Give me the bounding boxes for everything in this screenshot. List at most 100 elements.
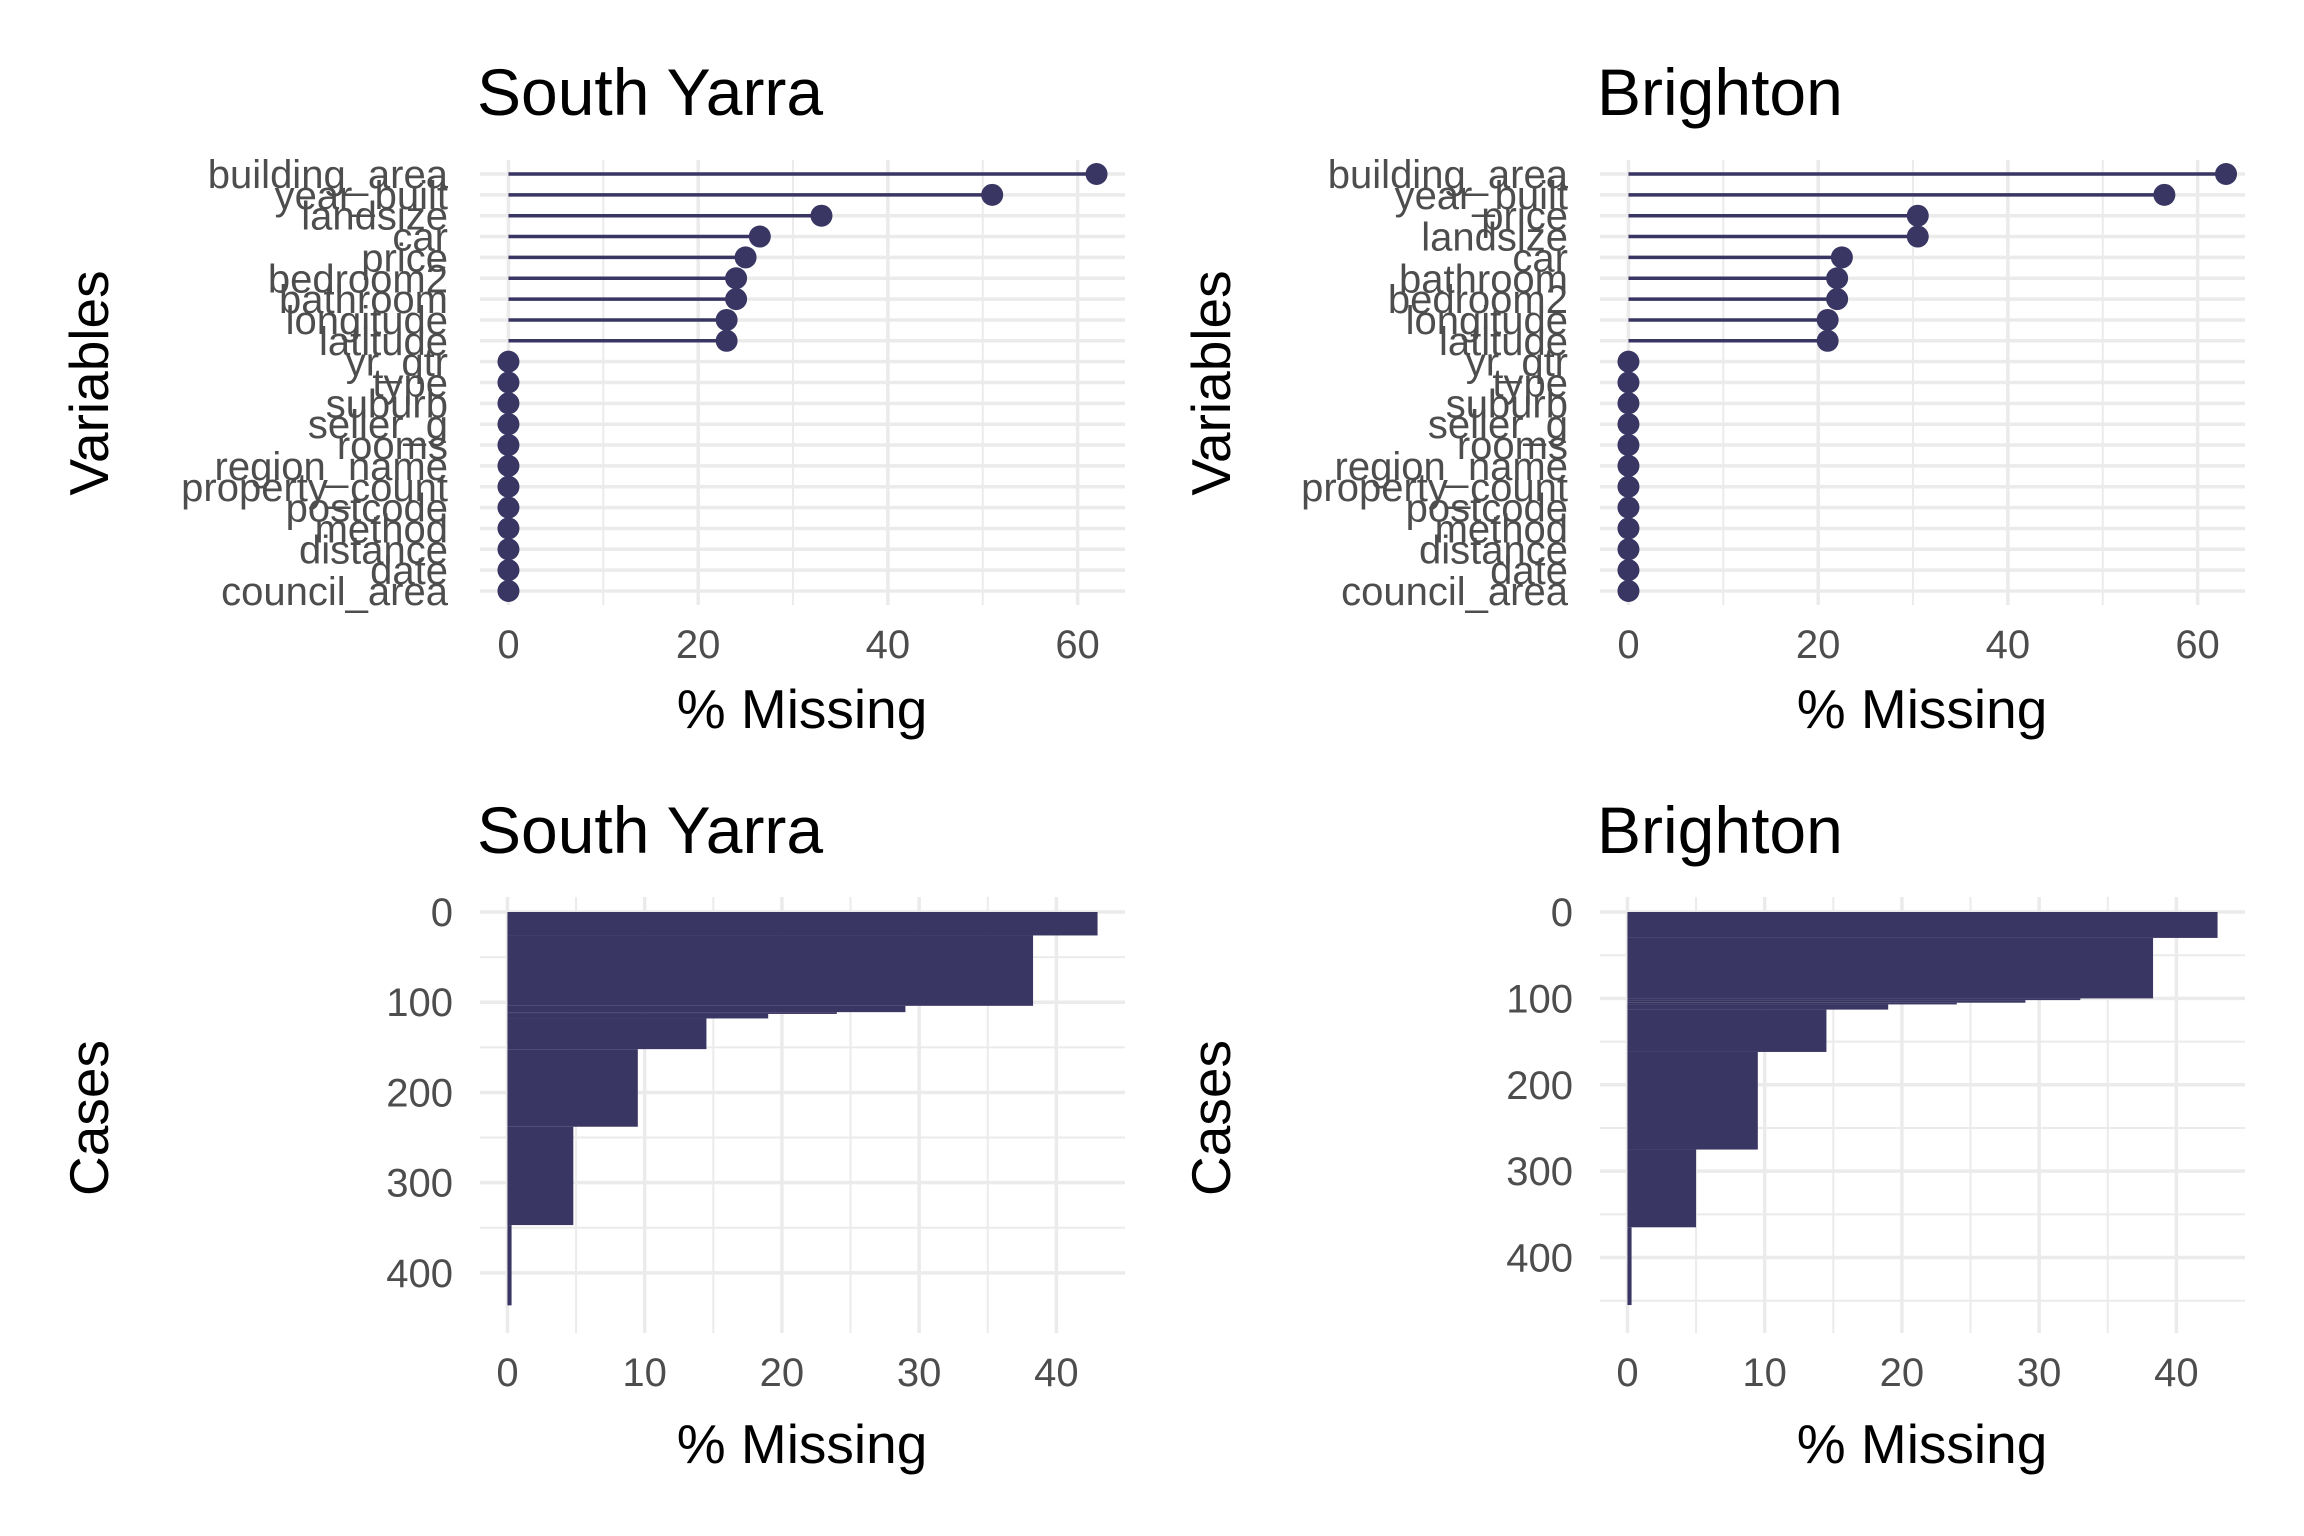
- y-tick-label: longitude: [286, 299, 448, 343]
- lollipop-point: [725, 267, 748, 290]
- lollipop-point: [497, 454, 520, 477]
- lollipop-point: [497, 392, 520, 415]
- y-tick-label: latitude: [1439, 320, 1568, 364]
- y-tick-label: 0: [1551, 891, 1573, 935]
- x-tick-label: 40: [2154, 1351, 2199, 1395]
- y-tick-label: 100: [386, 981, 453, 1025]
- x-tick-label: 20: [760, 1351, 805, 1395]
- lollipop-point: [2153, 183, 2176, 206]
- y-tick-label: suburb: [1446, 382, 1568, 426]
- y-tick-label: council_area: [221, 570, 449, 614]
- lollipop-point: [734, 246, 757, 269]
- y-tick-label: year_built: [1395, 174, 1568, 218]
- y-axis-title: Cases: [1180, 1040, 1242, 1196]
- y-tick-label: price: [1481, 195, 1568, 239]
- y-tick-label: method: [1435, 507, 1568, 551]
- chart-title: Brighton: [1597, 793, 1843, 867]
- y-tick-label: bathroom: [279, 278, 448, 322]
- y-tick-label: method: [315, 507, 448, 551]
- lollipop-point: [497, 496, 520, 519]
- chart-title: South Yarra: [477, 55, 823, 129]
- lollipop-point: [981, 183, 1004, 206]
- lollipop-point: [1826, 288, 1849, 311]
- y-tick-label: year_built: [275, 174, 448, 218]
- x-tick-label: 20: [676, 623, 721, 667]
- y-tick-label: bedroom2: [1388, 278, 1568, 322]
- x-tick-label: 10: [1742, 1351, 1787, 1395]
- x-axis-title: % Missing: [1797, 678, 2048, 740]
- lollipop-point: [1617, 371, 1640, 394]
- lollipop-point: [725, 288, 748, 311]
- bar: [507, 935, 1034, 1006]
- y-tick-label: 400: [386, 1252, 453, 1296]
- x-tick-label: 20: [1796, 623, 1841, 667]
- y-tick-label: car: [1512, 236, 1568, 280]
- y-tick-label: bedroom2: [268, 257, 448, 301]
- lollipop-point: [1617, 392, 1640, 415]
- x-tick-label: 40: [1034, 1351, 1079, 1395]
- y-tick-label: rooms: [337, 424, 448, 468]
- y-tick-label: 200: [386, 1071, 453, 1115]
- lollipop-point: [497, 538, 520, 561]
- y-axis-title: Variables: [1180, 270, 1242, 495]
- y-tick-label: seller_g: [308, 403, 448, 447]
- y-tick-label: date: [370, 549, 448, 593]
- y-tick-label: type: [372, 362, 448, 406]
- bar: [507, 1005, 906, 1013]
- x-tick-label: 30: [2017, 1351, 2062, 1395]
- lollipop-point: [810, 204, 833, 227]
- lollipop-point: [1085, 163, 1108, 185]
- y-tick-label: postcode: [286, 487, 448, 531]
- x-tick-label: 0: [496, 1351, 518, 1395]
- panel-2: Brighton % Missing Variables 0 20 40 60 buildin…: [1180, 55, 2245, 740]
- bar: [1627, 1149, 1697, 1228]
- lollipop-point: [1816, 308, 1839, 331]
- y-tick-label: landsize: [1421, 216, 1568, 260]
- y-axis-title: Cases: [58, 1040, 120, 1196]
- lollipop-point: [1617, 538, 1640, 561]
- lollipop-point: [715, 329, 738, 352]
- gridlines: [480, 160, 1125, 605]
- bar: [1627, 937, 2154, 999]
- lollipop-point: [497, 371, 520, 394]
- y-tick-label: 0: [431, 891, 453, 935]
- bars: [507, 912, 1098, 1306]
- lollipops: [497, 163, 1108, 602]
- chart-title: Brighton: [1597, 55, 1843, 129]
- bar: [507, 1049, 638, 1127]
- x-tick-label: 0: [1617, 623, 1639, 667]
- x-tick-label: 10: [622, 1351, 667, 1395]
- chart-title: South Yarra: [477, 793, 823, 867]
- y-tick-label: property_count: [181, 466, 448, 510]
- y-tick-label: 300: [1506, 1150, 1573, 1194]
- bar: [507, 1018, 707, 1050]
- y-tick-label: 100: [1506, 977, 1573, 1021]
- lollipop-point: [1826, 267, 1849, 290]
- lollipop-point: [2215, 163, 2238, 185]
- bars: [1627, 912, 2218, 1306]
- x-tick-label: 0: [497, 623, 519, 667]
- lollipop-point: [1906, 225, 1929, 248]
- x-tick-label: 60: [2175, 623, 2220, 667]
- y-tick-label: seller_g: [1428, 403, 1568, 447]
- y-tick-label: 400: [1506, 1237, 1573, 1281]
- x-tick-label: 0: [1616, 1351, 1638, 1395]
- x-axis-title: % Missing: [677, 1413, 928, 1475]
- y-tick-label: 300: [386, 1162, 453, 1206]
- lollipops: [1617, 163, 2238, 602]
- lollipop-point: [1617, 517, 1640, 540]
- y-tick-label: council_area: [1341, 570, 1569, 614]
- y-tick-label: type: [1492, 362, 1568, 406]
- y-tick-label: region_name: [1335, 445, 1569, 489]
- y-tick-label: region_name: [215, 445, 449, 489]
- lollipop-point: [497, 350, 520, 373]
- bar: [1627, 1051, 1758, 1150]
- bar: [507, 1012, 837, 1014]
- lollipop-point: [1816, 329, 1839, 352]
- bar: [1627, 1000, 2026, 1003]
- bar: [507, 1225, 512, 1306]
- lollipop-point: [1906, 204, 1929, 227]
- bar: [1627, 1009, 1827, 1052]
- y-tick-label: postcode: [1406, 487, 1568, 531]
